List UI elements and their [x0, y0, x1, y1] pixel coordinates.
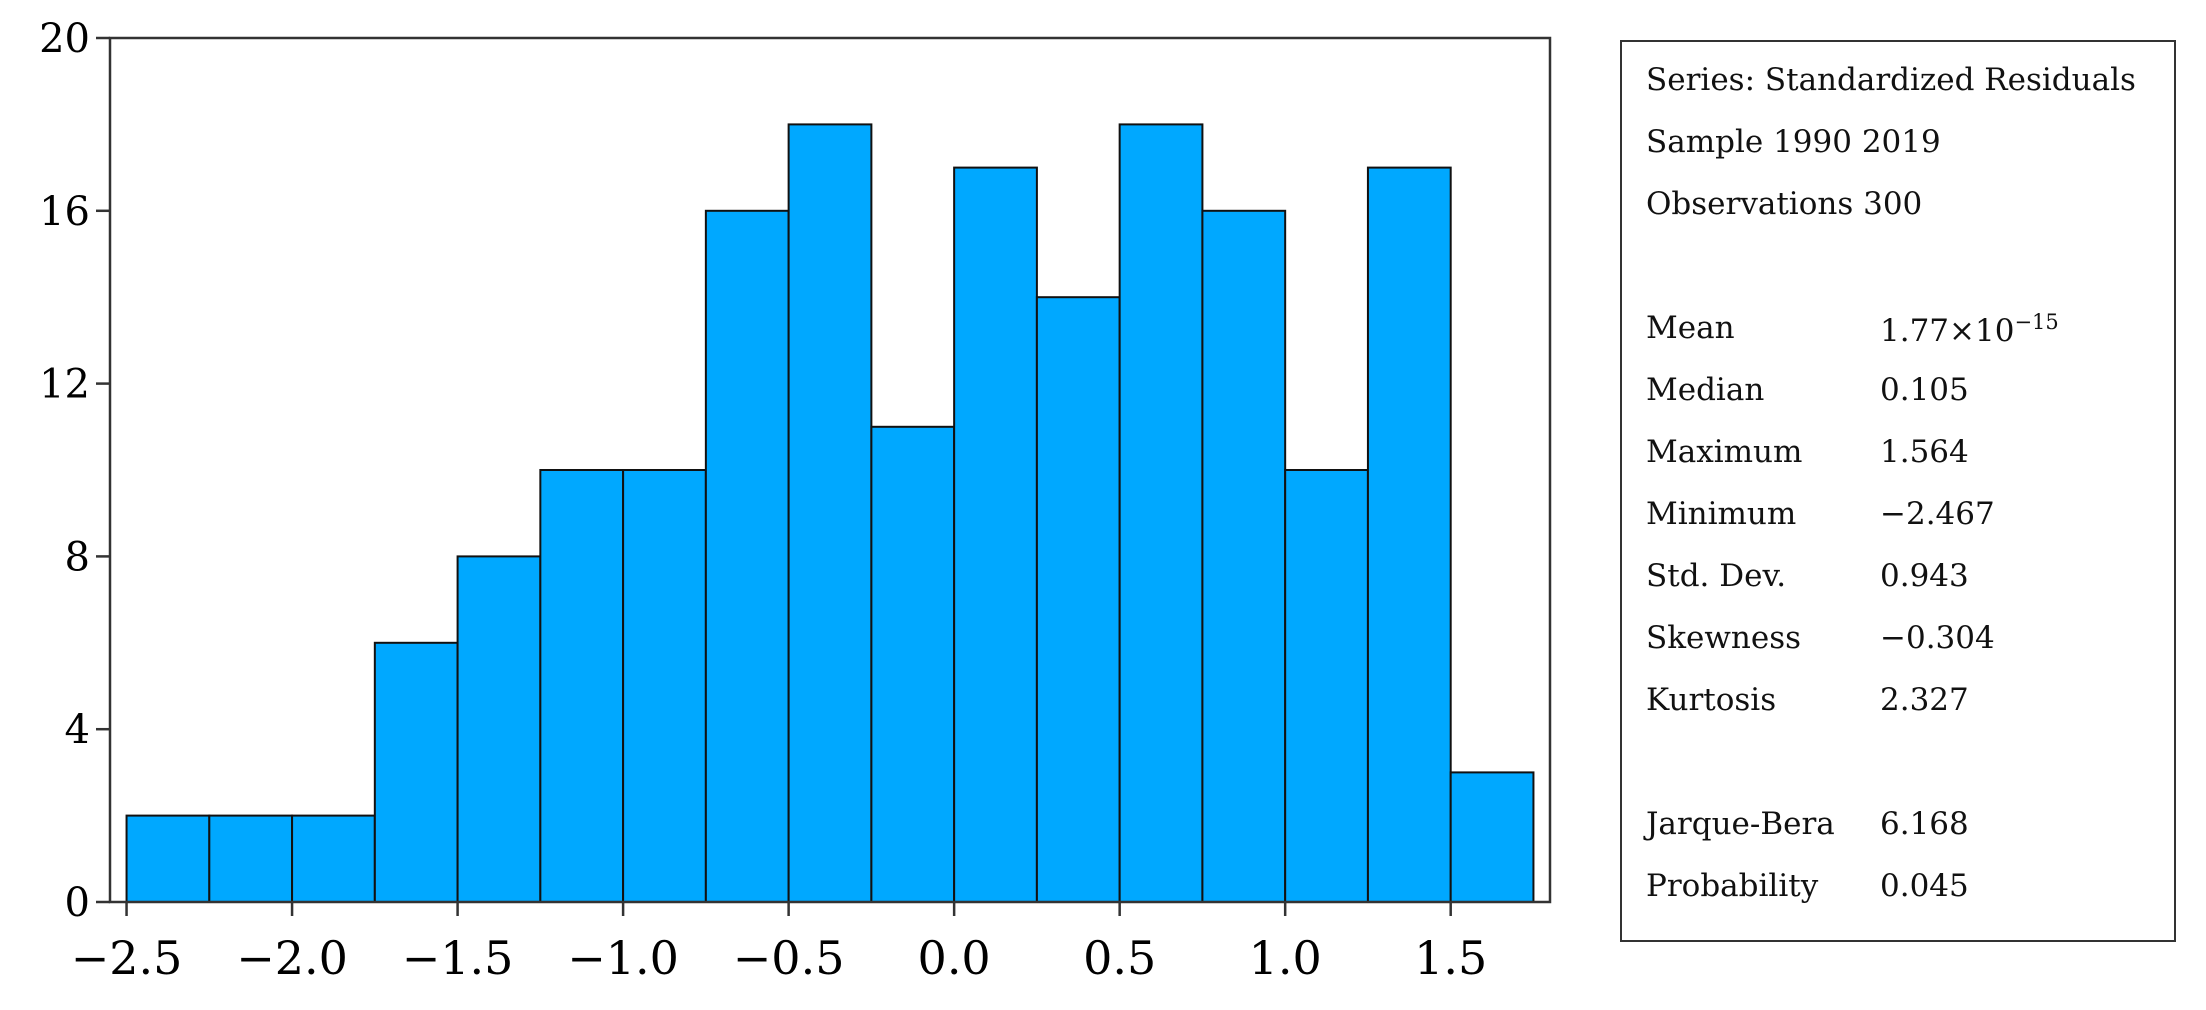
series-name: Series: Standardized Residuals: [1646, 62, 2136, 98]
x-tick-label: −1.5: [402, 931, 514, 985]
histogram-bar: [1035, 296, 1121, 903]
x-tick-label: −2.5: [71, 931, 183, 985]
y-tick-label: 0: [65, 880, 90, 926]
stat-value-maximum: 1.564: [1880, 434, 1969, 470]
y-tick-label: 8: [65, 534, 90, 580]
stat-label-skewness: Skewness: [1646, 620, 1802, 656]
histogram-bar: [787, 123, 873, 903]
x-tick-label: 0.5: [1083, 931, 1156, 985]
histogram-bar: [1201, 209, 1287, 904]
y-tick-label: 12: [39, 362, 90, 408]
x-tick-label: −1.0: [567, 931, 679, 985]
x-tick-label: −0.5: [733, 931, 845, 985]
histogram-bar: [539, 469, 625, 903]
histogram-bar: [704, 209, 790, 904]
observations-count: Observations 300: [1646, 186, 1923, 222]
x-axis: −2.5 −2.0 −1.5 −1.0 −0.5 0.0 0.5 1.0 1.5: [71, 902, 1487, 985]
stat-value-probability: 0.045: [1880, 868, 1969, 904]
stat-label-minimum: Minimum: [1646, 496, 1797, 532]
y-tick-label: 16: [39, 189, 90, 235]
x-tick-label: −2.0: [236, 931, 348, 985]
stat-label-jarque-bera: Jarque-Bera: [1646, 806, 1835, 842]
stat-value-mean: 1.77×10−15: [1880, 310, 2059, 349]
plot-frame: [108, 36, 1552, 904]
histogram-bar: [125, 814, 211, 903]
histogram-bar: [1284, 469, 1369, 903]
stat-label-maximum: Maximum: [1646, 434, 1803, 470]
stat-value-std-dev: 0.943: [1880, 558, 1969, 594]
stat-value-skewness: −0.304: [1880, 620, 1995, 656]
x-tick-label: 0.0: [918, 931, 991, 985]
stat-label-mean: Mean: [1646, 310, 1735, 346]
histogram-bars: [125, 123, 1535, 904]
stat-label-probability: Probability: [1646, 868, 1819, 904]
stat-value-jarque-bera: 6.168: [1880, 806, 1969, 842]
x-tick-label: 1.5: [1414, 931, 1487, 985]
histogram-bar: [870, 425, 956, 903]
y-tick-label: 4: [65, 707, 90, 753]
histogram-bar: [953, 166, 1038, 904]
histogram-bar: [373, 641, 459, 903]
sample-range: Sample 1990 2019: [1646, 124, 1941, 160]
stat-value-median: 0.105: [1880, 372, 1969, 408]
histogram-bar: [1449, 771, 1535, 904]
x-tick-label: 1.0: [1249, 931, 1322, 985]
stat-label-std-dev: Std. Dev.: [1646, 558, 1787, 594]
stat-value-kurtosis: 2.327: [1880, 682, 1969, 718]
histogram-bar: [291, 814, 376, 903]
stat-label-median: Median: [1646, 372, 1765, 408]
statistics-panel: Series: Standardized Residuals Sample 19…: [1620, 40, 2176, 942]
histogram-bar: [208, 814, 294, 903]
y-tick-label: 20: [39, 16, 90, 62]
stat-value-minimum: −2.467: [1880, 496, 1995, 532]
histogram-bar: [622, 469, 707, 903]
histogram-bar: [1366, 166, 1452, 904]
y-axis: 0 4 8 12 16 20: [39, 16, 110, 926]
stat-label-kurtosis: Kurtosis: [1646, 682, 1777, 718]
histogram-bar: [456, 555, 542, 904]
histogram-chart: 0 4 8 12 16 20 −2.5 −2.0 −1.5 −1.0 −0.5 0.0 0.5 1.0 1…: [39, 16, 1552, 985]
histogram-bar: [1118, 123, 1204, 903]
